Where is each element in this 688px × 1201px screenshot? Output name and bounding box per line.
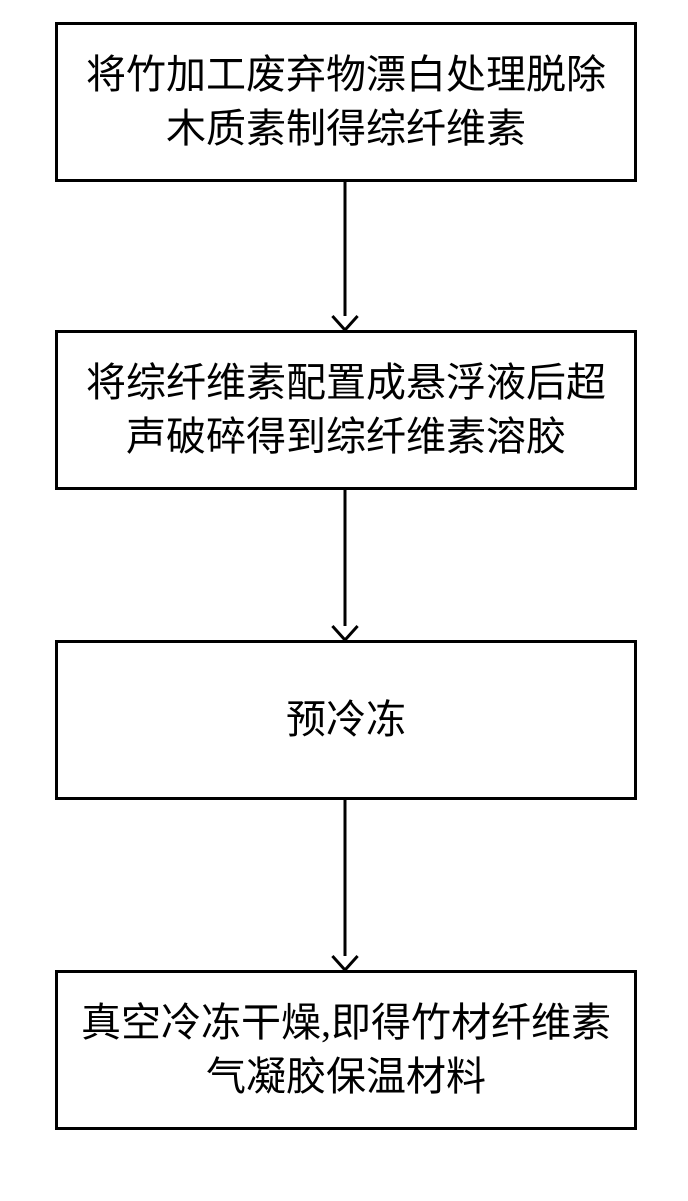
flow-node-4-label: 真空冷冻干燥,即得竹材纤维素气凝胶保温材料 [78,996,614,1104]
flow-node-1: 将竹加工废弃物漂白处理脱除木质素制得综纤维素 [55,22,637,182]
flowchart-container: 将竹加工废弃物漂白处理脱除木质素制得综纤维素 将综纤维素配置成悬浮液后超声破碎得… [0,0,688,1201]
flow-node-3-label: 预冷冻 [286,693,406,747]
flow-node-2-label: 将综纤维素配置成悬浮液后超声破碎得到综纤维素溶胶 [78,356,614,464]
flow-node-2: 将综纤维素配置成悬浮液后超声破碎得到综纤维素溶胶 [55,330,637,490]
flow-node-4: 真空冷冻干燥,即得竹材纤维素气凝胶保温材料 [55,970,637,1130]
flow-node-1-label: 将竹加工废弃物漂白处理脱除木质素制得综纤维素 [78,48,614,156]
flow-node-3: 预冷冻 [55,640,637,800]
